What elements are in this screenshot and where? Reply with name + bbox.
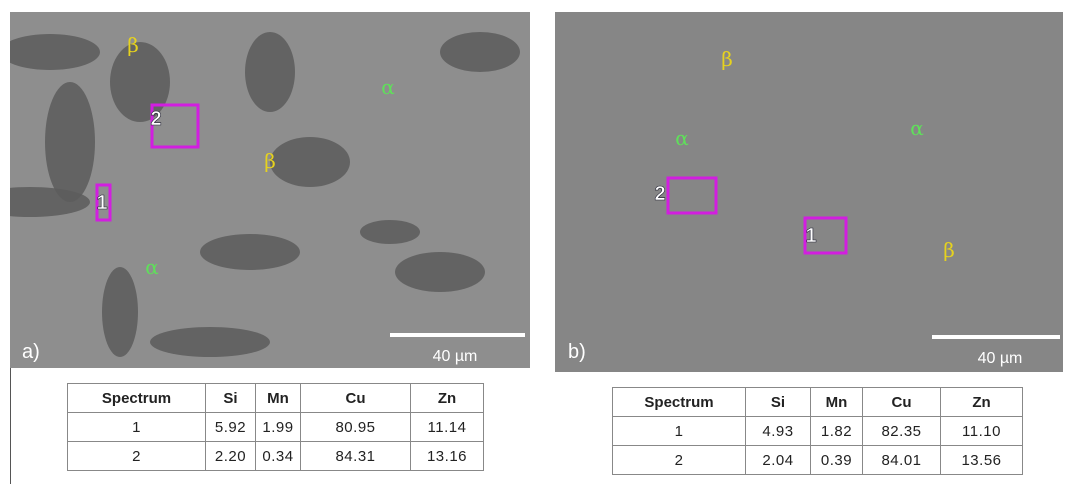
table-header: Zn [411,384,484,413]
table-header: Cu [863,388,941,417]
sem-image [555,12,1067,372]
table-cell: 1.99 [256,413,301,442]
table-cell: 0.39 [811,446,863,475]
table-cell: 4.93 [746,417,811,446]
image-content [0,12,530,368]
phase-label: β [264,149,276,173]
table-cell: 1 [68,413,206,442]
table-cell: 2 [613,446,746,475]
dark-phase [0,34,100,70]
dark-phase [245,32,295,112]
table-header: Mn [256,384,301,413]
dark-phase [150,327,270,357]
table-cell: 1.82 [811,417,863,446]
phase-label: α [910,116,924,140]
table-cell: 13.56 [941,446,1023,475]
table-cell: 11.10 [941,417,1023,446]
dark-phase [360,220,420,244]
table-cell: 84.01 [863,446,941,475]
table-cell: 5.92 [206,413,256,442]
table-header: Cu [301,384,411,413]
sem-image [0,12,530,368]
spectrum-number: 2 [654,183,665,205]
phase-label: β [943,238,955,262]
table-header: Spectrum [68,384,206,413]
table-cell: 80.95 [301,413,411,442]
table-cell: 13.16 [411,442,484,471]
table-header: Si [206,384,256,413]
table-header: Zn [941,388,1023,417]
spectrum-number: 1 [96,192,107,214]
dark-phase [270,137,350,187]
image-content [555,12,1067,372]
table-header: Spectrum [613,388,746,417]
dark-phase [200,234,300,270]
dark-phase [102,267,138,357]
table-cell: 84.31 [301,442,411,471]
table-cell: 82.35 [863,417,941,446]
table-cell: 0.34 [256,442,301,471]
table-cell: 2.04 [746,446,811,475]
spectrum-number: 2 [150,108,161,130]
phase-label: β [721,47,733,71]
table-header: Mn [811,388,863,417]
table-cell: 2 [68,442,206,471]
dark-phase [395,252,485,292]
phase-label: α [675,126,689,150]
phase-label: α [381,75,395,99]
page: ββαα12a)40 µmββαα12b)40 µm (() => { cons… [0,0,1067,484]
table-cell: 2.20 [206,442,256,471]
dark-phase [45,82,95,202]
panel-label: b) [568,341,586,363]
table-cell: 1 [613,417,746,446]
spectrum-number: 1 [805,225,816,247]
table-header: Si [746,388,811,417]
panel-label: a) [22,341,40,363]
dark-phase [440,32,520,72]
image-background [555,12,1063,372]
scale-bar-label: 40 µm [978,350,1023,367]
phase-label: β [127,33,139,57]
scale-bar-label: 40 µm [433,348,478,365]
table-cell: 11.14 [411,413,484,442]
phase-label: α [145,255,159,279]
